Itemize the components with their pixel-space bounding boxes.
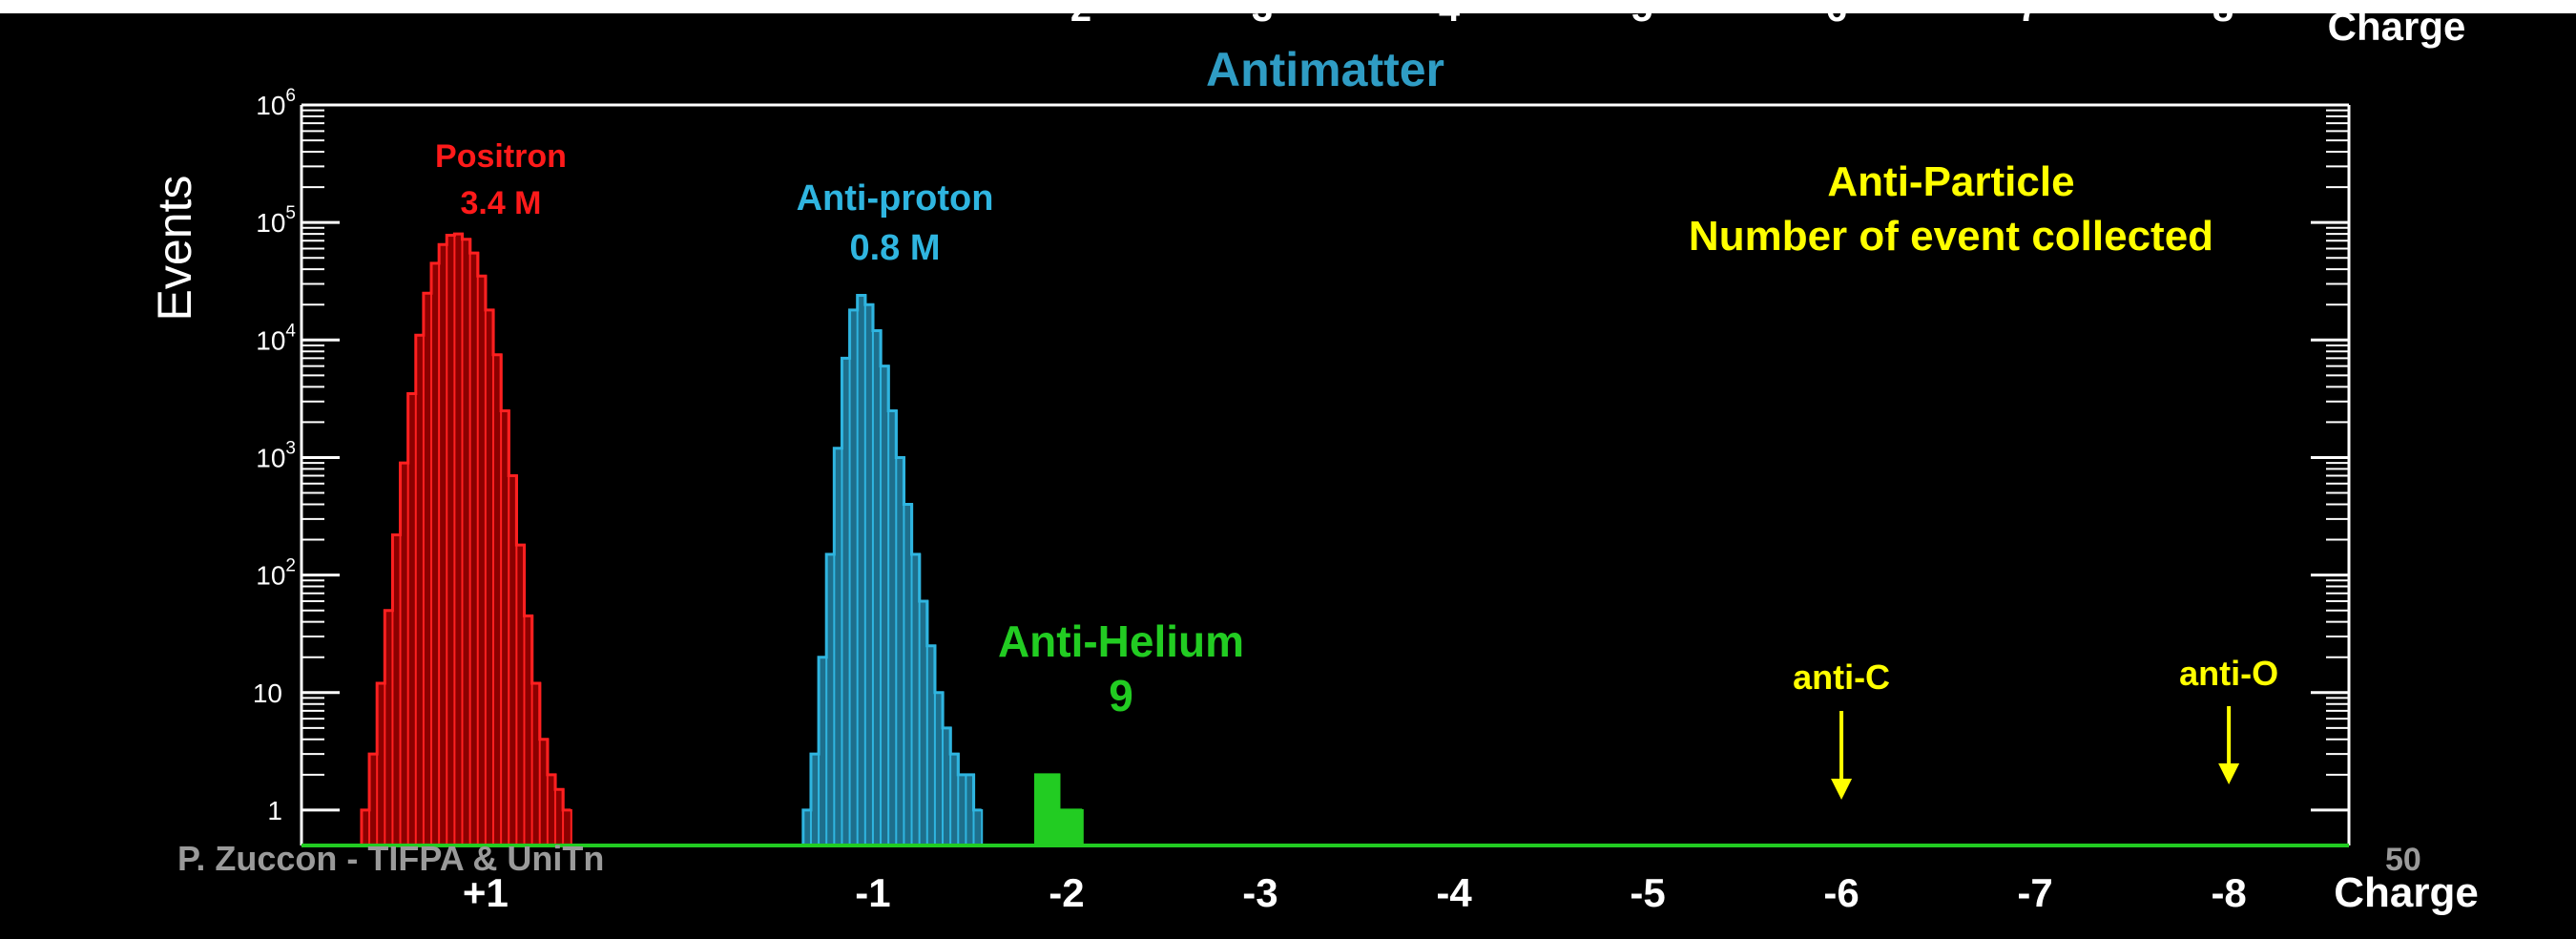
histogram-bar: [1073, 808, 1084, 847]
top-strip: [0, 0, 2576, 13]
top-axis-tick-label: 4: [1439, 0, 1461, 30]
top-axis-tick-label: 6: [1826, 0, 1847, 30]
y-tick-base: 10: [256, 325, 285, 355]
histogram-outline: [1033, 773, 1083, 845]
anti-o-arrow-head: [2218, 763, 2240, 784]
credit-text: P. Zuccon - TIFPA & UniTn: [177, 839, 604, 878]
x-tick-label: -4: [1436, 870, 1472, 915]
page-number: 50: [2385, 842, 2421, 878]
top-axis-tick-label: 3: [1252, 0, 1273, 30]
x-tick-label: -2: [1049, 870, 1084, 915]
y-tick-base: 10: [256, 443, 285, 472]
anti-particle-note-title: Anti-Particle: [1827, 158, 2074, 205]
anti-helium-count-label: 9: [1109, 671, 1133, 720]
anti-particle-note-subtitle: Number of event collected: [1689, 213, 2213, 260]
x-tick-label: -3: [1242, 870, 1278, 915]
top-axis-tick-label: 2: [1070, 0, 1091, 30]
x-axis-label: Charge: [2334, 869, 2479, 916]
top-axis-tick: [889, 0, 895, 13]
histogram-outline: [360, 232, 571, 845]
x-tick-label: -1: [855, 870, 890, 915]
y-tick-label: 104: [256, 321, 296, 355]
y-tick-label: 103: [256, 438, 296, 472]
y-tick-exponent: 4: [285, 321, 296, 341]
anti-helium-label: Anti-Helium: [998, 616, 1244, 666]
top-axis-tick-label: 5: [1631, 0, 1652, 30]
top-axis-tick: [477, 0, 483, 13]
y-tick-exponent: 3: [285, 438, 296, 458]
y-tick-label: 102: [256, 556, 296, 591]
anti-c-label: anti-C: [1793, 657, 1890, 697]
x-tick-label: +1: [463, 870, 509, 915]
chart-title: Antimatter: [1206, 43, 1444, 96]
series-anti-helium: [1033, 773, 1084, 847]
x-tick-label: -6: [1823, 870, 1859, 915]
x-tick-label: -7: [2017, 870, 2052, 915]
y-axis-label: Events: [148, 176, 201, 322]
top-axis-label: Charge: [2328, 4, 2466, 49]
series-positron: [360, 232, 572, 847]
y-tick-base: 10: [256, 208, 285, 238]
y-tick-base: 10: [253, 678, 282, 708]
anti-proton-label: Anti-proton: [797, 178, 994, 219]
series-anti-proton: [801, 293, 984, 847]
histogram-outline: [801, 293, 982, 845]
x-tick-label: -5: [1630, 870, 1665, 915]
y-tick-base: 10: [256, 561, 285, 591]
y-tick-label: 106: [256, 86, 296, 120]
top-axis-tick-label: 8: [2212, 0, 2233, 30]
y-tick-label: 1: [267, 796, 282, 825]
y-tick-label: 10: [253, 678, 282, 708]
anti-o-label: anti-O: [2179, 654, 2278, 693]
y-tick-base: 1: [267, 796, 282, 825]
y-tick-exponent: 5: [285, 203, 296, 223]
y-tick-exponent: 2: [285, 556, 296, 576]
anti-proton-count-label: 0.8 M: [849, 228, 940, 268]
x-tick-label: -8: [2211, 870, 2246, 915]
anti-c-arrow-head: [1831, 779, 1853, 800]
positron-count-label: 3.4 M: [460, 185, 541, 221]
y-tick-label: 105: [256, 203, 296, 238]
positron-label: Positron: [435, 138, 567, 175]
y-tick-base: 10: [256, 91, 285, 120]
histogram-bar: [972, 808, 984, 847]
top-axis-tick-label: 7: [2018, 0, 2039, 30]
y-tick-exponent: 6: [285, 86, 296, 106]
